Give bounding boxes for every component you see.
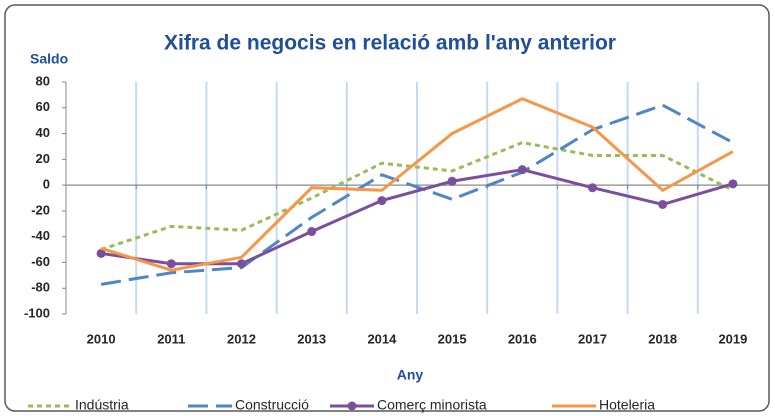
legend-label: Construcció — [235, 397, 309, 413]
point — [447, 176, 457, 186]
chart-frame — [4, 4, 770, 412]
x-tick-label: 2014 — [367, 331, 397, 346]
point — [166, 259, 176, 269]
y-tick-label: -60 — [31, 254, 50, 269]
y-tick-label: -40 — [31, 228, 50, 243]
point — [517, 165, 527, 175]
point — [588, 183, 597, 193]
point — [96, 248, 106, 258]
point — [658, 199, 668, 209]
x-tick-label: 2012 — [227, 331, 256, 346]
chart-title: Xifra de negocis en relació amb l'any an… — [164, 32, 616, 55]
point — [237, 259, 246, 269]
point — [377, 196, 387, 206]
y-tick-label: -20 — [31, 202, 50, 217]
x-tick-label: 2018 — [648, 331, 677, 346]
x-tick-label: 2016 — [508, 331, 537, 346]
legend-marker — [347, 401, 357, 411]
y-axis-title: Saldo — [30, 51, 68, 67]
y-tick-label: 20 — [36, 151, 50, 166]
x-tick-label: 2011 — [157, 331, 185, 346]
y-tick-label: 80 — [36, 73, 50, 88]
x-tick-label: 2013 — [297, 331, 326, 346]
y-tick-label: -100 — [24, 305, 50, 320]
legend-label: Indústria — [75, 397, 129, 413]
y-tick-label: -80 — [31, 280, 50, 295]
point — [307, 227, 317, 237]
series-line — [100, 97, 734, 272]
series-line — [100, 103, 734, 286]
legend-label: Comerç minorista — [377, 397, 487, 413]
y-tick-label: 40 — [36, 125, 50, 140]
legend-label: Hoteleria — [599, 397, 655, 413]
point — [728, 179, 738, 189]
x-tick-label: 2019 — [718, 331, 747, 346]
x-axis-title: Any — [397, 367, 424, 383]
x-tick-label: 2015 — [438, 331, 467, 346]
x-tick-label: 2010 — [87, 331, 116, 346]
y-tick-label: 60 — [36, 99, 50, 114]
x-tick-label: 2017 — [578, 331, 607, 346]
series-line — [100, 141, 734, 251]
y-tick-label: 0 — [43, 177, 50, 192]
